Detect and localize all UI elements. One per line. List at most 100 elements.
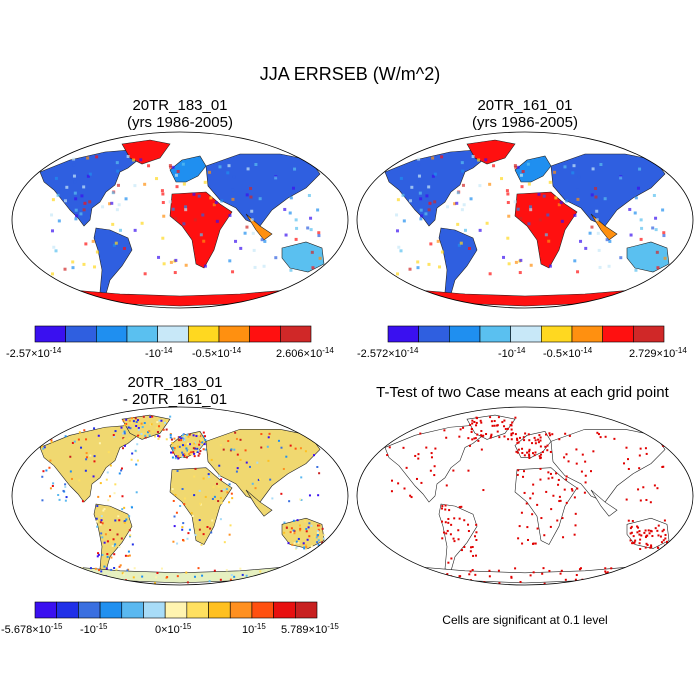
difference-cell <box>316 541 319 544</box>
field-cell <box>174 216 178 220</box>
field-cell <box>594 187 598 191</box>
difference-cell <box>190 512 193 515</box>
field-cell <box>417 163 421 167</box>
difference-cell <box>171 442 174 445</box>
difference-cell <box>112 544 115 547</box>
field-cell <box>82 262 86 266</box>
significant-cell <box>434 447 437 450</box>
difference-cell <box>233 575 236 578</box>
significant-cell <box>388 437 391 440</box>
field-cell <box>418 191 422 195</box>
significant-cell <box>552 494 555 497</box>
field-cell <box>478 184 482 188</box>
significant-cell <box>630 531 633 534</box>
field-cell <box>249 187 253 191</box>
field-cell <box>419 217 423 221</box>
significant-cell <box>397 482 400 485</box>
significant-cell <box>479 419 482 422</box>
colorbar-swatch <box>78 601 101 619</box>
difference-cell <box>177 457 180 460</box>
difference-cell <box>41 445 44 448</box>
field-cell <box>214 201 218 205</box>
difference-cell <box>131 417 134 420</box>
difference-cell <box>141 426 144 429</box>
significant-cell <box>458 435 461 438</box>
difference-cell <box>181 451 184 454</box>
field-cell <box>88 172 92 176</box>
difference-cell <box>174 457 177 460</box>
difference-cell <box>294 447 297 450</box>
significant-cell <box>441 507 444 510</box>
field-cell <box>309 228 313 232</box>
difference-cell <box>180 439 183 442</box>
field-cell <box>113 235 117 239</box>
field-cell <box>505 189 509 193</box>
significant-cell <box>659 535 662 538</box>
difference-cell <box>188 453 191 456</box>
field-cell <box>174 173 178 177</box>
difference-cell <box>210 531 213 534</box>
significant-cell <box>651 535 654 538</box>
difference-cell <box>193 452 196 455</box>
significant-cell <box>420 481 423 484</box>
significant-cell <box>604 435 607 438</box>
difference-cell <box>196 447 199 450</box>
field-cell <box>160 189 164 193</box>
difference-cell <box>169 436 172 439</box>
difference-cell <box>158 435 161 438</box>
field-cell <box>416 260 420 264</box>
significant-cell <box>417 457 420 460</box>
significant-cell <box>528 450 531 453</box>
field-cell <box>203 180 207 184</box>
significant-cell <box>662 539 665 542</box>
difference-cell <box>57 493 60 496</box>
difference-cell <box>48 466 51 469</box>
significant-cell <box>470 546 473 549</box>
significant-cell <box>551 476 554 479</box>
significant-cell <box>533 454 536 457</box>
difference-cell <box>244 449 247 452</box>
difference-cell <box>318 524 321 527</box>
difference-cell <box>123 432 126 435</box>
significant-cell <box>452 537 455 540</box>
field-cell <box>243 231 247 235</box>
significant-cell <box>527 433 530 436</box>
significant-cell <box>450 523 453 526</box>
field-cell <box>116 169 120 173</box>
field-cell <box>662 234 666 238</box>
difference-cell <box>257 575 260 578</box>
field-cell <box>133 184 137 188</box>
field-cell <box>518 271 522 275</box>
colorbar-swatch <box>273 601 296 619</box>
significant-cell <box>518 436 521 439</box>
cb2-tick-min: -2.572×10-14 <box>357 346 419 360</box>
difference-cell <box>292 519 295 522</box>
significant-cell <box>557 483 560 486</box>
difference-cell <box>133 567 136 570</box>
significant-cell <box>485 433 488 436</box>
significant-cell <box>625 498 628 501</box>
difference-cell <box>56 429 59 432</box>
difference-cell <box>289 444 292 447</box>
colorbar-difference <box>34 601 318 619</box>
significant-cell <box>447 521 450 524</box>
significant-cell <box>546 444 549 447</box>
difference-cell <box>204 495 207 498</box>
colorbar-case2 <box>387 325 665 343</box>
panel-3-title: 20TR_183_01 - 20TR_161_01 <box>55 374 295 408</box>
significant-cell <box>565 501 568 504</box>
field-cell <box>520 185 524 189</box>
significant-cell <box>459 428 462 431</box>
difference-cell <box>73 440 76 443</box>
difference-cell <box>293 532 296 535</box>
significant-cell <box>592 450 595 453</box>
difference-cell <box>234 431 237 434</box>
field-cell <box>571 171 575 175</box>
field-cell <box>197 194 201 198</box>
difference-cell <box>71 441 74 444</box>
difference-cell <box>204 448 207 451</box>
significant-cell <box>525 502 528 505</box>
difference-cell <box>192 447 195 450</box>
field-cell <box>293 167 297 171</box>
difference-cell <box>226 491 229 494</box>
